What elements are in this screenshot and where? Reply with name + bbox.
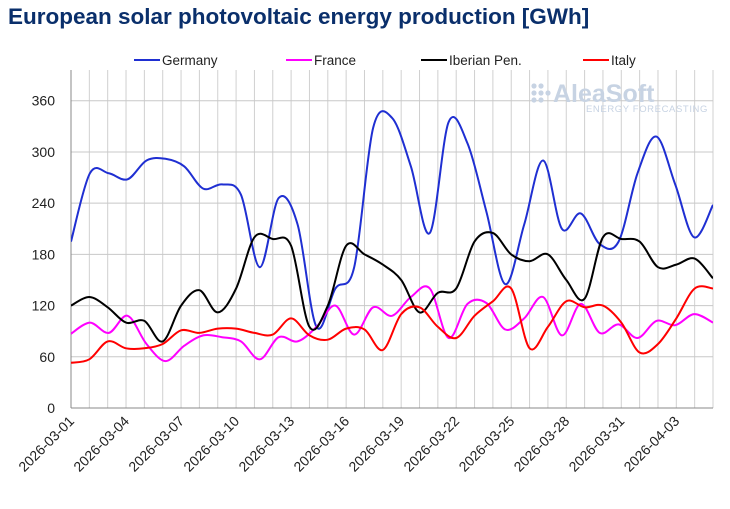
chart-title: European solar photovoltaic energy produ… [8, 4, 590, 29]
x-tick-label: 2026-03-04 [70, 413, 132, 475]
logo-dot [538, 90, 544, 96]
legend-label-germany: Germany [162, 53, 218, 68]
logo-dot [531, 97, 537, 103]
axes [70, 70, 713, 409]
grid [70, 70, 714, 409]
y-tick-label: 180 [32, 246, 56, 262]
logo-dot [545, 90, 551, 96]
series-line-italy [71, 285, 713, 364]
y-tick-label: 60 [39, 349, 55, 365]
watermark-tagline: ENERGY FORECASTING [586, 104, 708, 115]
legend-label-iberian-pen: Iberian Pen. [449, 53, 522, 68]
series-line-iberian-pen [71, 231, 713, 343]
x-tick-label: 2026-03-28 [510, 413, 572, 475]
x-tick-label: 2026-03-19 [345, 413, 407, 475]
series-lines [71, 110, 713, 364]
legend-label-italy: Italy [611, 53, 636, 68]
legend: Germany France Iberian Pen. Italy [134, 53, 636, 68]
x-tick-label: 2026-03-01 [15, 413, 77, 475]
logo-dot [531, 90, 537, 96]
y-tick-label: 300 [32, 144, 56, 160]
y-tick-labels: 0 60 120 180 240 300 360 [32, 93, 56, 416]
x-tick-label: 2026-03-16 [290, 413, 352, 475]
x-tick-label: 2026-03-10 [180, 413, 242, 475]
x-tick-labels: 2026-03-012026-03-042026-03-072026-03-10… [15, 413, 682, 475]
x-tick-label: 2026-03-25 [455, 413, 517, 475]
watermark: AleaSoft ENERGY FORECASTING [531, 80, 708, 115]
watermark-brand: AleaSoft [553, 80, 655, 108]
x-tick-label: 2026-04-03 [620, 413, 682, 475]
x-tick-label: 2026-03-22 [400, 413, 462, 475]
x-tick-label: 2026-03-07 [125, 413, 187, 475]
y-tick-label: 0 [47, 400, 55, 416]
y-tick-label: 240 [32, 195, 56, 211]
y-tick-label: 360 [32, 93, 56, 109]
x-tick-label: 2026-03-13 [235, 413, 297, 475]
series-line-germany [71, 110, 713, 330]
x-tick-label: 2026-03-31 [565, 413, 627, 475]
logo-dot [531, 83, 537, 89]
legend-label-france: France [314, 53, 356, 68]
y-tick-label: 120 [32, 298, 56, 314]
aleasoft-logo-icon [531, 83, 551, 103]
logo-dot [538, 83, 544, 89]
series-line-france [71, 285, 713, 363]
logo-dot [538, 97, 544, 103]
